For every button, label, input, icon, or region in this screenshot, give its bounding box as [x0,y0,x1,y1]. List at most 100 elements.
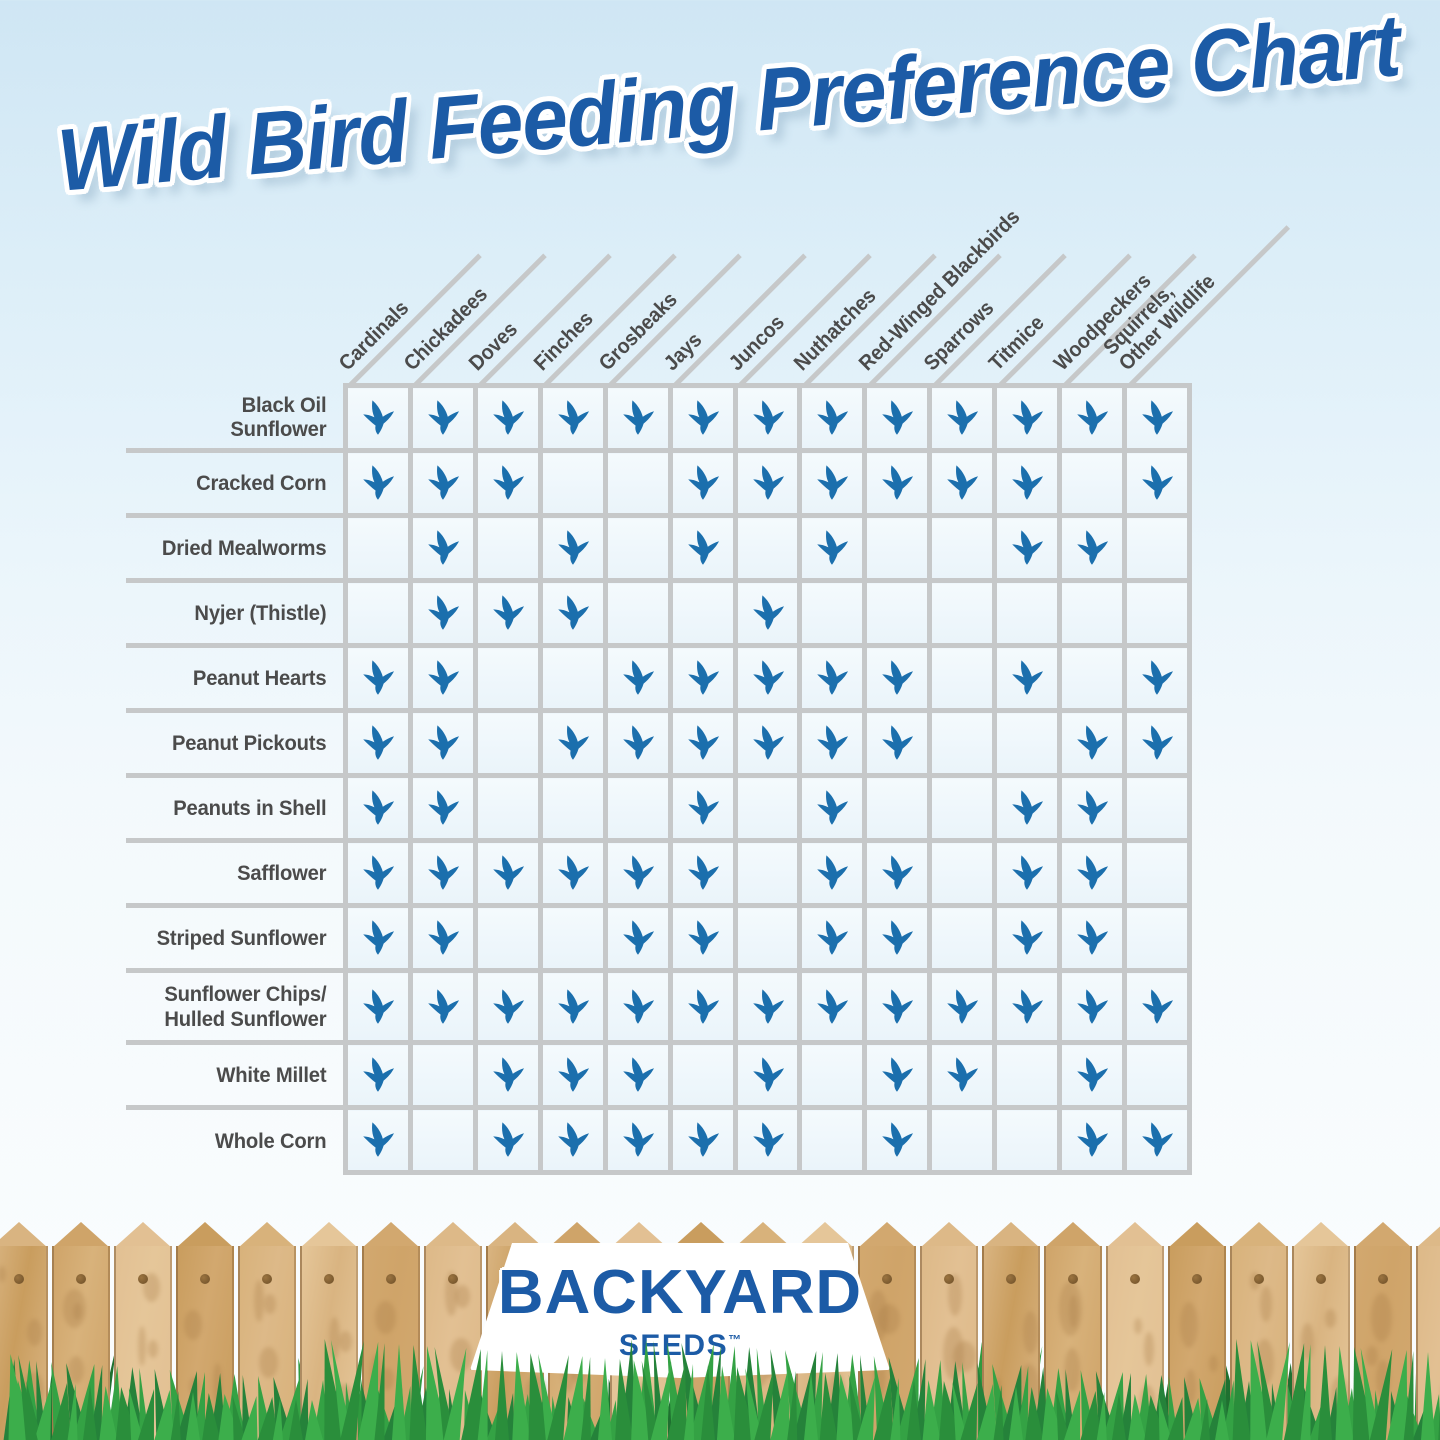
cell-marked [1122,1105,1192,1175]
cell-marked [472,1040,543,1110]
cell-empty [927,643,998,713]
cell-marked [472,578,543,648]
bird-icon [1012,790,1044,825]
grass-blade [1318,1345,1333,1440]
fence-nail [1006,1274,1016,1284]
wood-grain [827,1373,846,1424]
wood-grain [1209,1355,1218,1372]
cell-marked [667,708,738,778]
wood-grain [1064,1348,1080,1392]
bird-icon [493,595,524,630]
header-diagonal-rule [863,253,1002,392]
cell-empty [992,578,1063,648]
cell-marked [992,383,1063,453]
wood-grain [329,1317,340,1360]
cell-empty [537,448,608,518]
row-label-line: Striped Sunflower [156,925,327,950]
picket-body [0,1246,48,1440]
bird-icon [558,988,589,1024]
cell-empty [732,773,803,843]
fence-picket [362,1222,420,1440]
fence-picket [982,1222,1040,1440]
row-label: Sunflower Chips/Hulled Sunflower [139,968,346,1043]
wood-grain [636,1382,652,1430]
cell-marked [797,968,868,1045]
bird-icon [882,1122,914,1157]
cell-marked [862,838,933,908]
bird-icon [428,660,459,695]
bird-icon [752,988,784,1024]
bird-icon [1012,465,1044,500]
cell-empty [537,643,608,713]
cell-empty [602,448,673,518]
bird-icon [1077,1122,1109,1157]
bird-icon [363,660,395,695]
column-header-line: Other Wildlife [1114,270,1220,376]
cell-empty [927,708,998,778]
bird-icon [1077,790,1109,825]
cell-marked [1122,448,1192,518]
bird-icon [1077,1057,1109,1092]
grass-blade [1215,1400,1230,1440]
bird-icon [817,725,849,760]
bird-icon [687,465,719,500]
grass-blade [906,1379,921,1440]
cell-marked [408,903,478,973]
cell-marked [797,513,868,583]
picket-tip [0,1222,48,1248]
bird-icon [1077,988,1109,1024]
bird-icon [817,988,849,1024]
wood-grain [682,1366,692,1404]
picket-tip [982,1222,1040,1248]
cell-marked [408,383,478,453]
cell-empty [1122,838,1192,908]
fence-picket [1168,1222,1226,1440]
bird-icon [687,660,719,695]
cell-marked [602,383,673,453]
bird-icon [363,725,395,760]
fence-picket [52,1222,110,1440]
cell-empty [537,773,608,843]
cell-marked [732,578,803,648]
bird-icon [1142,988,1173,1024]
cell-marked [992,773,1063,843]
grass-blade [597,1358,612,1440]
row-label: Whole Corn [139,1105,346,1173]
wood-grain [1180,1302,1198,1348]
bird-icon [1077,400,1109,435]
header-diagonal-rule [733,253,872,392]
cell-marked [537,513,608,583]
cell-marked [797,838,868,908]
bird-icon [428,465,459,500]
bird-icon [1077,920,1109,955]
cell-marked [667,903,738,973]
cell-marked [732,1040,803,1110]
bird-icon [363,465,395,500]
cell-empty [797,1105,868,1175]
column-header-label: Chickadees [400,283,492,375]
cell-marked [992,643,1063,713]
bird-icon [558,530,589,565]
column-header-line: Chickadees [399,282,493,376]
header-diagonal-rule [408,253,547,392]
cell-empty [862,513,933,583]
table-row: Peanut Pickouts [126,708,1192,778]
fence-picket [858,1222,916,1440]
cell-empty [1057,578,1128,648]
header-diagonal-rule [1123,225,1291,392]
table-row: Black Oil Sunflower [126,383,1192,453]
bird-icon [817,790,849,825]
column-header-line: Finches [529,307,598,376]
row-label: White Millet [139,1040,346,1108]
cell-marked [602,838,673,908]
bird-icon [428,920,459,955]
cell-marked [862,968,933,1045]
wood-grain [1371,1293,1392,1342]
row-label-line: Peanuts in Shell [173,795,327,820]
cell-marked [667,838,738,908]
bird-icon [558,400,589,435]
wood-grain [953,1341,976,1372]
cell-marked [537,383,608,453]
cell-marked [862,1040,933,1110]
cell-marked [537,1105,608,1175]
